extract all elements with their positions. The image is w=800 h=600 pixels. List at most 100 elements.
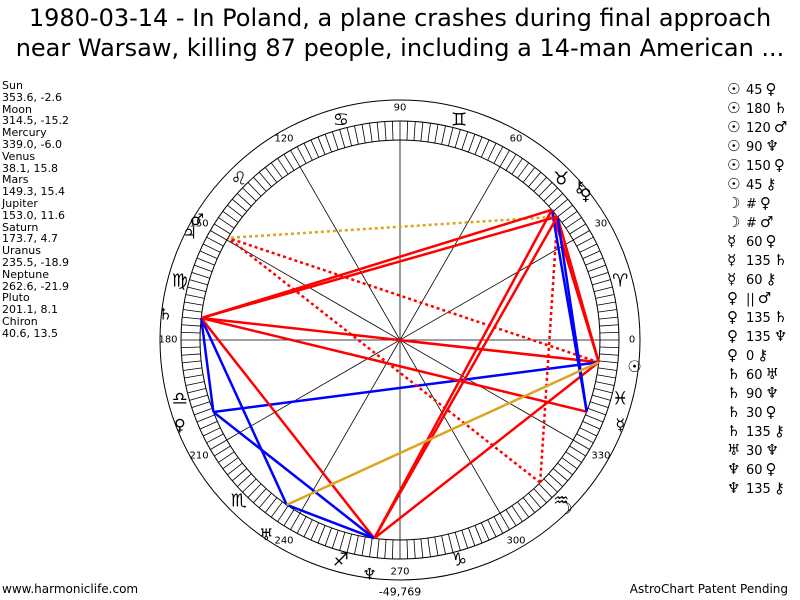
degree-tick xyxy=(538,483,553,498)
aspect-line xyxy=(286,503,375,540)
aspect-body-2-glyph: ⚷ xyxy=(773,479,785,497)
degree-tick xyxy=(587,264,606,272)
aspect-body-2-glyph: ⚷ xyxy=(765,270,777,288)
degree-label: 0 xyxy=(629,335,635,346)
aspect-body-1-glyph: ☉ xyxy=(727,99,741,117)
degree-tick xyxy=(202,427,221,437)
aspect-list: ☉ 45 ♀ ☉ 180 ♄ ☉ 120 ♂ ☉ 90 ♆ ☉ 150 ♀ ☉ 45 ⚷ ☽ # ♀ ☽ # ♂ ☿ 60 ♀ ☿ 13… xyxy=(727,80,790,498)
degree-tick xyxy=(582,250,601,260)
aspect-body-1-glyph: ☉ xyxy=(727,118,741,136)
degree-tick xyxy=(599,331,619,334)
aspect-body-2-glyph: ♆ xyxy=(773,327,788,345)
aspect-line xyxy=(200,316,588,413)
degree-tick xyxy=(391,121,394,141)
degree-tick xyxy=(185,381,205,386)
sun-glyph: ☉ xyxy=(627,357,641,376)
aspect-body-1-glyph: ☿ xyxy=(727,270,737,288)
degree-tick xyxy=(573,439,590,450)
aspect-body-1-glyph: ♄ xyxy=(727,422,741,440)
aspect-body-2-glyph: ♅ xyxy=(765,365,779,383)
zodiac-sign-glyph: ♍ xyxy=(172,270,188,291)
degree-tick xyxy=(218,217,235,229)
degree-tick xyxy=(543,478,558,493)
degree-tick xyxy=(543,187,558,202)
zodiac-sign-glyph: ♋ xyxy=(333,109,349,130)
degree-tick xyxy=(290,513,301,530)
degree-tick xyxy=(493,146,504,164)
aspect-body-1-glyph: ♄ xyxy=(727,384,741,402)
chart-title-line-1: 1980-03-14 - In Poland, a plane crashes … xyxy=(28,4,772,32)
aspect-angle: 0 xyxy=(746,349,755,364)
degree-tick xyxy=(413,121,416,141)
degree-tick xyxy=(505,509,517,526)
aspect-row: ♄ 30 ♀ xyxy=(727,403,790,422)
degree-tick xyxy=(206,433,224,444)
aspect-row: ☿ 60 ♀ xyxy=(727,232,790,251)
aspect-body-1-glyph: ☉ xyxy=(727,156,741,174)
degree-tick xyxy=(247,182,262,197)
venus-glyph: ♀ xyxy=(580,185,592,204)
degree-tick xyxy=(184,374,204,379)
outer-ring xyxy=(159,99,641,581)
degree-tick xyxy=(599,346,619,349)
aspect-angle: || xyxy=(746,292,755,307)
aspect-angle: 180 xyxy=(746,102,771,117)
degree-tick xyxy=(354,125,359,145)
degree-label: 90 xyxy=(394,103,407,114)
degree-tick xyxy=(441,125,446,145)
degree-tick xyxy=(296,516,307,534)
degree-tick xyxy=(183,309,203,313)
degree-tick xyxy=(480,139,490,158)
degree-tick xyxy=(598,360,618,364)
moon-glyph: ☽ xyxy=(558,499,572,518)
aspect-body-2-glyph: ♄ xyxy=(773,251,788,269)
degree-label: 180 xyxy=(158,335,177,346)
degree-tick xyxy=(413,539,416,559)
degree-tick xyxy=(587,408,606,416)
degree-tick xyxy=(454,532,461,551)
aspect-line xyxy=(227,215,558,240)
degree-tick xyxy=(231,468,248,482)
degree-tick xyxy=(196,414,215,423)
degree-tick xyxy=(474,525,483,544)
zodiac-sign-glyph: ♈ xyxy=(612,270,628,291)
degree-tick xyxy=(242,187,257,202)
aspect-line xyxy=(213,361,599,414)
planet-name: Neptune xyxy=(2,267,50,281)
planet-name: Pluto xyxy=(2,291,30,305)
degree-tick xyxy=(561,210,578,223)
degree-tick xyxy=(406,539,409,559)
degree-tick xyxy=(517,162,530,179)
degree-tick xyxy=(447,127,454,147)
aspect-row: ♅ 30 ♆ xyxy=(727,441,790,460)
saturn-glyph: ♄ xyxy=(158,305,172,324)
degree-tick xyxy=(376,538,380,558)
aspect-line xyxy=(212,411,376,540)
aspect-body-1-glyph: ♀ xyxy=(727,289,738,307)
degree-tick xyxy=(210,230,227,241)
planet-name: Mercury xyxy=(2,126,47,140)
degree-tick xyxy=(528,492,542,509)
aspect-angle: 60 xyxy=(746,463,763,478)
degree-tick xyxy=(231,198,248,212)
aspect-body-1-glyph: ☉ xyxy=(727,137,741,155)
degree-tick xyxy=(596,374,616,379)
degree-tick xyxy=(441,535,446,555)
degree-tick xyxy=(474,136,483,155)
degree-tick xyxy=(283,509,295,526)
aspect-body-1-glyph: ♄ xyxy=(727,365,741,383)
degree-tick xyxy=(552,198,569,212)
degree-tick xyxy=(191,271,210,279)
degree-tick xyxy=(598,316,618,320)
website-link[interactable]: www.harmoniclife.com xyxy=(2,582,139,596)
degree-tick xyxy=(264,497,278,513)
planet-coords: 173.7, 4.7 xyxy=(2,232,58,246)
degree-tick xyxy=(283,154,295,171)
aspect-row: ♄ 90 ♆ xyxy=(727,384,790,403)
patent-note: AstroChart Patent Pending xyxy=(629,582,788,596)
aspect-body-1-glyph: ☉ xyxy=(727,175,741,193)
mars-glyph: ♂ xyxy=(190,210,204,229)
aspect-body-1-glyph: ♆ xyxy=(727,460,741,478)
degree-tick xyxy=(258,171,272,188)
degree-tick xyxy=(310,522,320,541)
